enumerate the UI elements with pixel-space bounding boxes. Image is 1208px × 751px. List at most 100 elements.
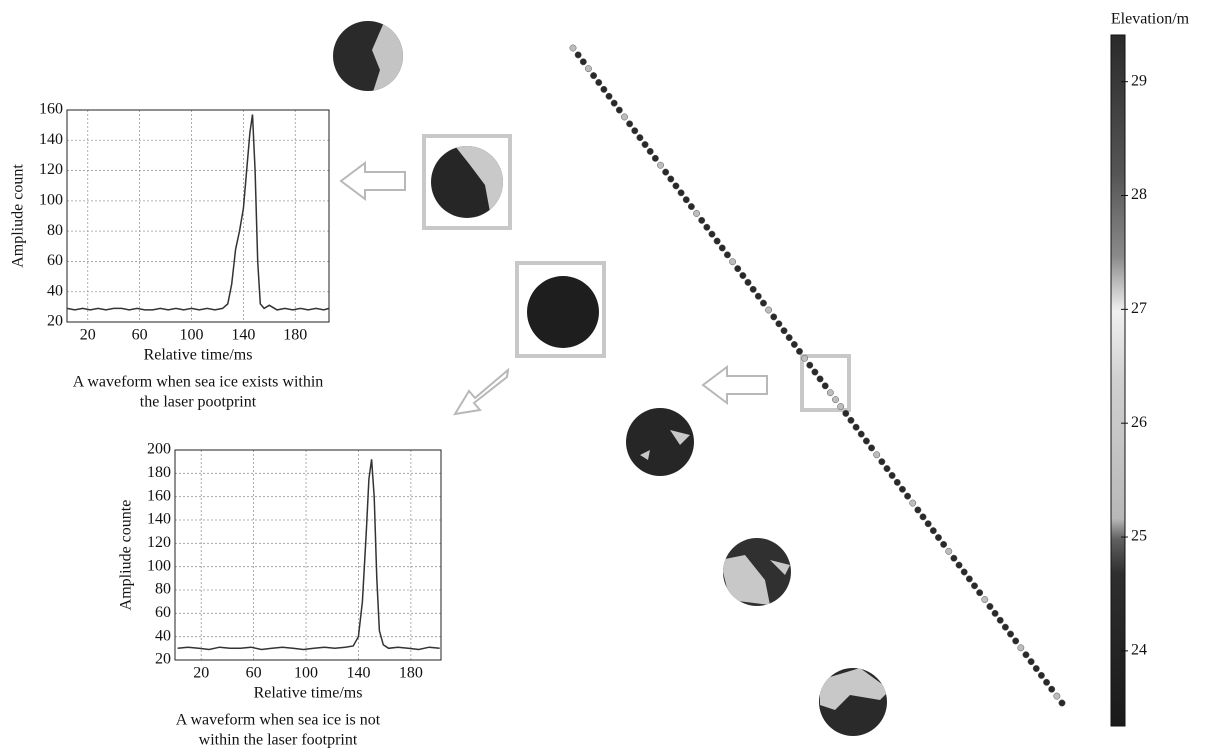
track-dot	[590, 72, 596, 78]
track-dot	[611, 100, 617, 106]
track-dot	[910, 500, 916, 506]
colorbar-tick-label: 27	[1131, 300, 1147, 317]
y-tick-label: 40	[47, 282, 63, 299]
track-dot	[796, 348, 802, 354]
track-dot	[714, 238, 720, 244]
track-dot	[889, 472, 895, 478]
x-tick-label: 20	[193, 665, 209, 682]
y-tick-label: 80	[155, 581, 171, 598]
caption: A waveform when sea ice exists within	[73, 374, 324, 391]
track-dot	[760, 300, 766, 306]
track-dot	[585, 65, 591, 71]
x-axis-label: Relative time/ms	[254, 685, 363, 702]
caption: the laser pootprint	[140, 394, 257, 411]
x-tick-label: 100	[294, 665, 318, 682]
track-dot	[1033, 665, 1039, 671]
track-dot	[827, 390, 833, 396]
track-dot	[946, 548, 952, 554]
colorbar-title: Elevation/m	[1111, 11, 1190, 28]
track-dot	[719, 245, 725, 251]
track-dot	[807, 362, 813, 368]
colorbar	[1111, 35, 1125, 726]
figure: Elevation/m 20 40 60 80 100 120 140 160 20 60 100 1…	[0, 0, 1208, 751]
y-tick-label: 120	[39, 161, 63, 178]
y-tick-label: 160	[147, 487, 171, 504]
track-dot	[904, 493, 910, 499]
track-dot	[771, 314, 777, 320]
track-dot	[915, 507, 921, 513]
track-dot	[1002, 624, 1008, 630]
track-dot	[621, 114, 627, 120]
caption: A waveform when sea ice is not	[176, 712, 381, 729]
track-dot	[704, 224, 710, 230]
track-dot	[709, 231, 715, 237]
track-dot	[1038, 672, 1044, 678]
track-dot	[647, 148, 653, 154]
y-tick-label: 60	[47, 252, 63, 269]
track-dot	[837, 403, 843, 409]
track-dot	[822, 383, 828, 389]
track-dot	[951, 555, 957, 561]
track-dot	[1018, 645, 1024, 651]
track-dot	[997, 617, 1003, 623]
x-axis-label: Relative time/ms	[144, 347, 253, 364]
track-dot	[987, 603, 993, 609]
y-tick-label: 180	[147, 464, 171, 481]
colorbar-tick-label: 28	[1131, 186, 1147, 203]
x-tick-label: 140	[231, 327, 255, 344]
track-dot	[786, 334, 792, 340]
y-tick-label: 160	[39, 101, 63, 118]
plot-frame	[67, 110, 329, 322]
y-tick-label: 20	[155, 651, 171, 668]
track-dot	[755, 293, 761, 299]
track-dot	[626, 121, 632, 127]
track-dot	[683, 196, 689, 202]
track-dot	[662, 169, 668, 175]
track-dot	[1043, 679, 1049, 685]
track-dot	[925, 521, 931, 527]
track-dot	[879, 458, 885, 464]
track-dot	[765, 307, 771, 313]
track-dot	[729, 259, 735, 265]
track-dot	[642, 141, 648, 147]
track-dot	[956, 562, 962, 568]
colorbar-tick-label: 25	[1131, 528, 1147, 545]
track-dot	[966, 576, 972, 582]
y-tick-label: 20	[47, 313, 63, 330]
track-dot	[1059, 700, 1065, 706]
track-dot	[873, 452, 879, 458]
x-tick-label: 140	[346, 665, 370, 682]
track-dot	[930, 527, 936, 533]
x-tick-label: 20	[80, 327, 96, 344]
track-dot	[992, 610, 998, 616]
track-dot	[894, 479, 900, 485]
track-dot	[678, 190, 684, 196]
track-dot	[868, 445, 874, 451]
track-dot	[632, 128, 638, 134]
track	[570, 45, 1065, 706]
track-dot	[848, 417, 854, 423]
track-dot	[853, 424, 859, 430]
y-tick-label: 80	[47, 222, 63, 239]
track-dot	[637, 134, 643, 140]
track-dot	[1007, 631, 1013, 637]
track-dot	[693, 210, 699, 216]
track-dot	[982, 596, 988, 602]
y-tick-label: 140	[147, 511, 171, 528]
track-dot	[899, 486, 905, 492]
track-dot	[657, 162, 663, 168]
x-tick-label: 180	[283, 327, 307, 344]
track-dot	[863, 438, 869, 444]
y-axis-label: Ampliude counte	[118, 500, 135, 611]
track-dot	[575, 52, 581, 58]
track-dot	[596, 79, 602, 85]
track-dot	[791, 341, 797, 347]
y-tick-label: 60	[155, 604, 171, 621]
y-tick-label: 40	[155, 627, 171, 644]
y-tick-label: 100	[39, 192, 63, 209]
track-dot	[652, 155, 658, 161]
track-dot	[817, 376, 823, 382]
track-dot	[688, 203, 694, 209]
track-dot	[858, 431, 864, 437]
track-dot	[668, 176, 674, 182]
